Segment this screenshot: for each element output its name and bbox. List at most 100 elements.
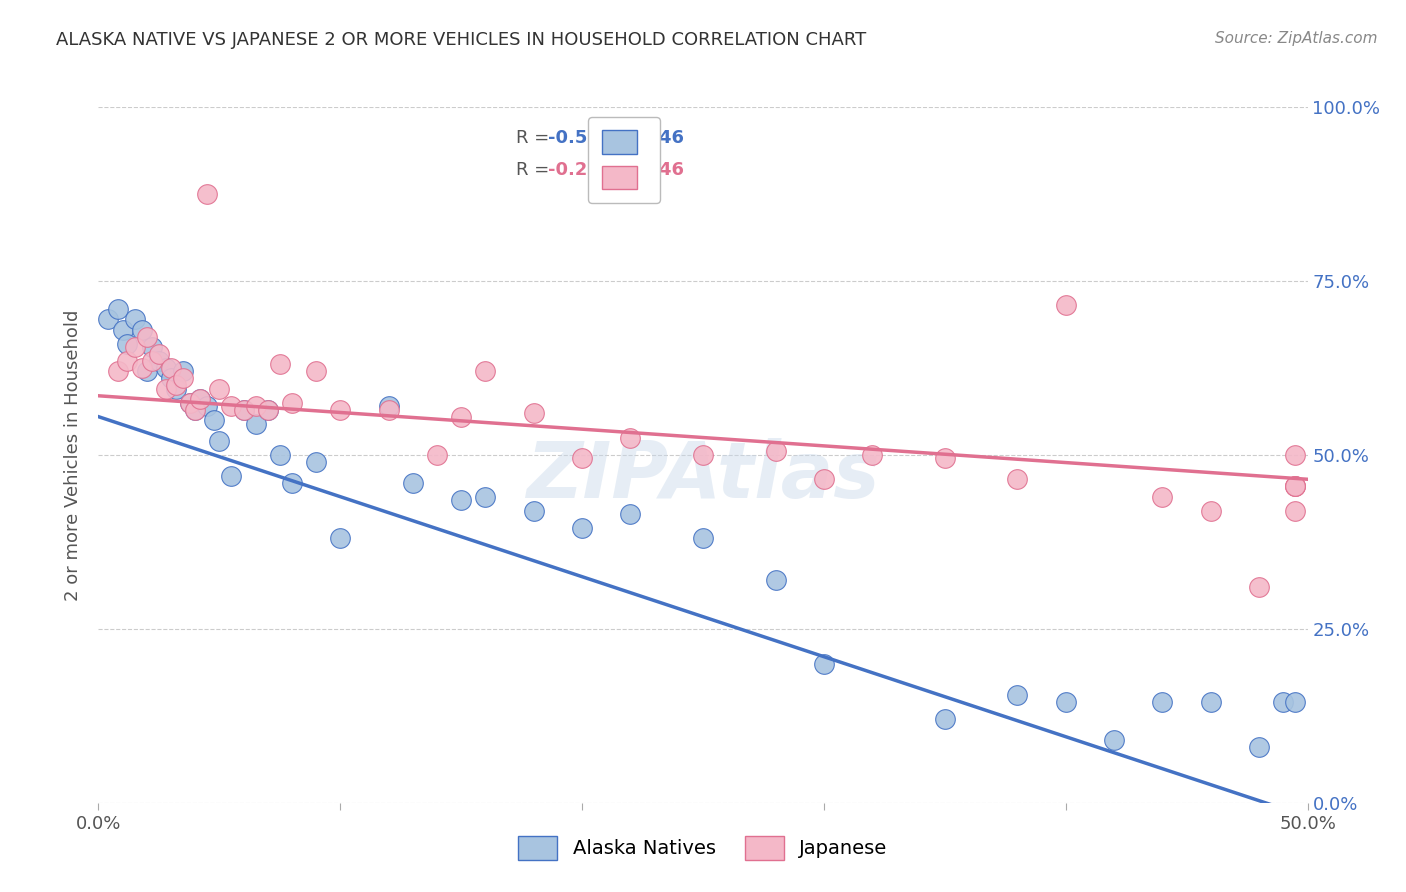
Point (165, 378, 187, 392)
Point (188, 392, 211, 407)
Point (281, 396, 304, 410)
Point (1199, 695, 1222, 709)
Point (256, 402, 278, 417)
Point (1152, 490, 1174, 504)
Point (402, 475, 425, 490)
Point (97, 312, 120, 326)
Point (1284, 695, 1306, 709)
Point (208, 382, 231, 396)
Point (117, 336, 139, 351)
Point (692, 532, 714, 546)
Point (195, 399, 218, 413)
Point (160, 360, 183, 375)
Text: -0.586: -0.586 (548, 129, 613, 147)
Point (204, 413, 226, 427)
Point (474, 490, 496, 504)
Point (1249, 740, 1271, 755)
Point (765, 573, 787, 587)
Point (148, 354, 170, 368)
Point (179, 396, 201, 410)
Y-axis label: 2 or more Vehicles in Household: 2 or more Vehicles in Household (65, 310, 83, 600)
Point (179, 396, 201, 410)
Point (571, 451, 593, 466)
Point (1284, 479, 1306, 493)
Point (474, 364, 496, 378)
Point (692, 448, 714, 462)
Point (571, 521, 593, 535)
Point (619, 430, 641, 444)
Point (813, 657, 835, 671)
Point (1054, 695, 1077, 709)
Point (269, 448, 291, 462)
Point (221, 399, 243, 413)
Point (1284, 503, 1306, 517)
Point (523, 406, 546, 420)
Point (1152, 695, 1174, 709)
Point (124, 340, 146, 354)
Point (155, 360, 177, 375)
Point (934, 451, 956, 466)
Point (135, 364, 157, 378)
Point (426, 448, 449, 462)
Point (377, 402, 399, 417)
Legend: Alaska Natives, Japanese: Alaska Natives, Japanese (509, 827, 897, 870)
Point (172, 364, 194, 378)
Point (131, 360, 153, 375)
Point (619, 507, 641, 521)
Point (450, 409, 472, 424)
Point (184, 402, 207, 417)
Point (450, 493, 472, 508)
Point (1102, 733, 1125, 747)
Point (765, 444, 787, 458)
Point (1199, 503, 1222, 517)
Point (1007, 472, 1029, 486)
Point (160, 371, 183, 385)
Point (245, 417, 267, 431)
Point (1284, 479, 1306, 493)
Text: R =: R = (516, 161, 554, 178)
Point (141, 354, 163, 368)
Text: ALASKA NATIVE VS JAPANESE 2 OR MORE VEHICLES IN HOUSEHOLD CORRELATION CHART: ALASKA NATIVE VS JAPANESE 2 OR MORE VEHI… (56, 31, 866, 49)
Point (1272, 695, 1295, 709)
Text: ZIPAtlas: ZIPAtlas (526, 438, 880, 514)
Point (245, 399, 267, 413)
Point (305, 364, 328, 378)
Point (165, 382, 187, 396)
Text: N = 46: N = 46 (603, 129, 683, 147)
Point (117, 354, 139, 368)
Point (221, 468, 243, 483)
Point (1284, 479, 1306, 493)
Point (329, 532, 352, 546)
Point (1054, 298, 1077, 312)
Point (269, 358, 291, 372)
Point (107, 364, 129, 378)
Point (813, 472, 835, 486)
Point (184, 402, 207, 417)
Text: N = 46: N = 46 (603, 161, 683, 178)
Point (131, 323, 153, 337)
Text: R =: R = (516, 129, 554, 147)
Point (1284, 448, 1306, 462)
Point (934, 712, 956, 726)
Point (232, 402, 254, 417)
Point (208, 434, 231, 448)
Point (195, 187, 218, 202)
Text: Source: ZipAtlas.com: Source: ZipAtlas.com (1215, 31, 1378, 46)
Point (256, 402, 278, 417)
Point (107, 301, 129, 316)
Point (188, 392, 211, 407)
Point (1007, 688, 1029, 702)
Point (329, 402, 352, 417)
Point (155, 382, 177, 396)
Point (523, 503, 546, 517)
Point (281, 475, 304, 490)
Point (135, 329, 157, 343)
Point (111, 323, 134, 337)
Point (124, 312, 146, 326)
Point (377, 399, 399, 413)
Point (232, 402, 254, 417)
Point (1249, 580, 1271, 594)
Point (860, 448, 883, 462)
Point (148, 347, 170, 361)
Point (305, 455, 328, 469)
